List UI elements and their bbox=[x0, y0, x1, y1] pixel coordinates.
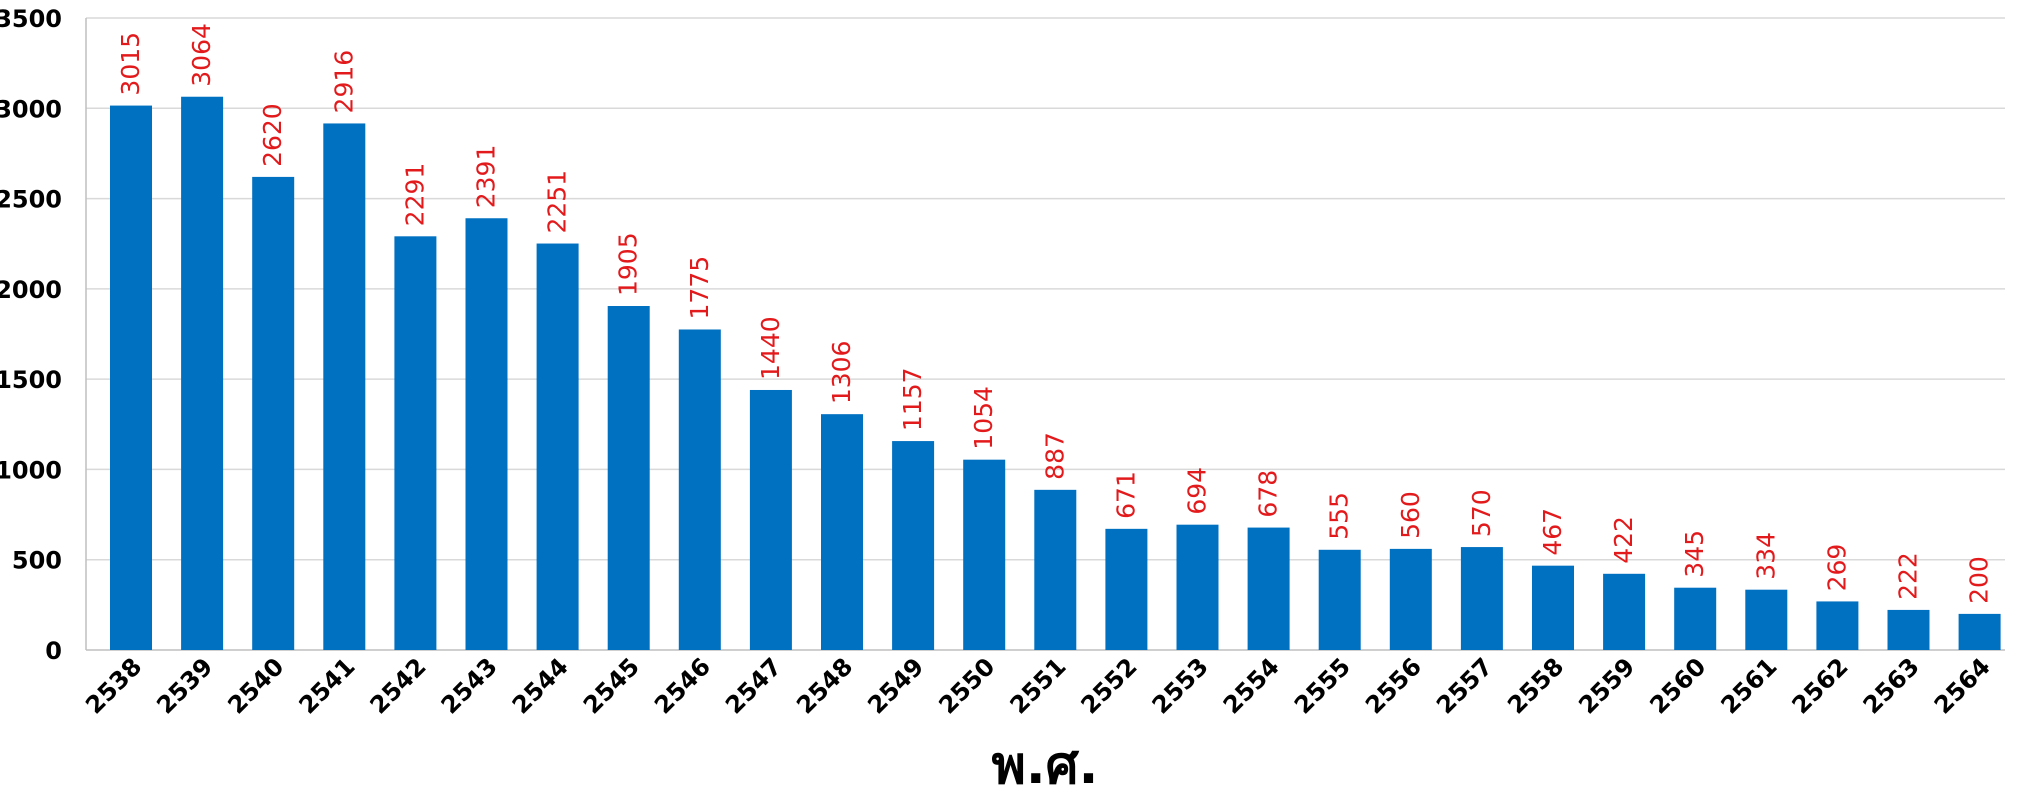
data-label: 560 bbox=[1396, 491, 1425, 539]
bar bbox=[181, 96, 224, 651]
data-label: 555 bbox=[1325, 492, 1354, 540]
bar bbox=[821, 414, 863, 650]
data-label: 694 bbox=[1183, 467, 1212, 515]
bar bbox=[1603, 573, 1646, 650]
bar bbox=[1745, 589, 1788, 650]
data-label: 222 bbox=[1894, 552, 1923, 600]
bar bbox=[1034, 489, 1077, 650]
y-axis-ticks: 0 500 1000 1500 2000 2500 3000 3500 bbox=[0, 5, 62, 665]
bar bbox=[1176, 524, 1219, 650]
bar bbox=[1958, 613, 2001, 650]
y-tick-label: 2500 bbox=[0, 186, 62, 214]
y-tick-label: 1000 bbox=[0, 456, 62, 484]
y-tick-label: 1500 bbox=[0, 366, 62, 394]
bar bbox=[963, 459, 1006, 650]
x-tick-label: 2552 bbox=[1076, 652, 1143, 719]
x-tick-label: 2542 bbox=[365, 652, 432, 719]
data-label: 1440 bbox=[756, 316, 785, 380]
y-tick-label: 3000 bbox=[0, 95, 62, 123]
bar bbox=[252, 176, 295, 650]
x-tick-label: 2549 bbox=[862, 652, 929, 719]
data-label: 200 bbox=[1965, 556, 1994, 604]
data-label: 3064 bbox=[187, 23, 216, 87]
data-label: 467 bbox=[1538, 508, 1567, 556]
data-label: 1905 bbox=[614, 232, 643, 296]
data-label: 2916 bbox=[329, 50, 358, 114]
bar bbox=[110, 105, 152, 650]
data-label: 269 bbox=[1822, 544, 1851, 592]
data-label: 2620 bbox=[258, 103, 287, 167]
bar bbox=[465, 218, 508, 650]
data-label: 2251 bbox=[543, 170, 572, 234]
data-label: 887 bbox=[1040, 432, 1069, 480]
bar bbox=[1318, 549, 1361, 650]
y-tick-label: 500 bbox=[12, 547, 62, 575]
bar bbox=[1887, 609, 1930, 650]
x-tick-label: 2559 bbox=[1573, 652, 1640, 719]
x-tick-label: 2539 bbox=[151, 652, 218, 719]
x-tick-label: 2541 bbox=[294, 652, 361, 719]
x-tick-label: 2555 bbox=[1289, 652, 1356, 719]
x-tick-label: 2538 bbox=[80, 652, 147, 719]
x-tick-label: 2548 bbox=[791, 652, 858, 719]
data-labels: 3015 3064 2620 2916 2291 2391 2251 1905 1775 1440… bbox=[116, 23, 1994, 604]
data-label: 1054 bbox=[969, 386, 998, 450]
x-tick-label: 2558 bbox=[1502, 652, 1569, 719]
x-tick-label: 2563 bbox=[1858, 652, 1925, 719]
bar bbox=[607, 306, 650, 650]
bar bbox=[536, 243, 579, 651]
data-label: 422 bbox=[1609, 516, 1638, 564]
bar bbox=[1105, 528, 1148, 650]
x-tick-label: 2554 bbox=[1218, 652, 1285, 719]
data-label: 2291 bbox=[400, 163, 429, 227]
x-tick-label: 2560 bbox=[1644, 652, 1711, 719]
x-tick-label: 2540 bbox=[222, 652, 289, 719]
x-tick-label: 2562 bbox=[1787, 652, 1854, 719]
data-label: 334 bbox=[1751, 532, 1780, 580]
x-tick-label: 2550 bbox=[933, 652, 1000, 719]
bar bbox=[892, 441, 935, 650]
x-tick-label: 2544 bbox=[507, 652, 574, 719]
x-tick-label: 2553 bbox=[1147, 652, 1214, 719]
y-tick-label: 3500 bbox=[0, 5, 62, 33]
bar bbox=[1460, 547, 1503, 650]
data-label: 1157 bbox=[898, 367, 927, 431]
bar bbox=[678, 329, 721, 650]
y-tick-label: 2000 bbox=[0, 276, 62, 304]
data-label: 345 bbox=[1680, 530, 1709, 578]
data-label: 2391 bbox=[472, 145, 501, 209]
bar bbox=[1389, 548, 1432, 650]
x-tick-label: 2557 bbox=[1431, 652, 1498, 719]
bar bbox=[1816, 601, 1859, 650]
x-axis-ticks: 2538 2539 2540 2541 2542 2543 2544 2545 2546 2547… bbox=[80, 652, 1996, 719]
data-label: 1306 bbox=[827, 341, 856, 405]
y-tick-label: 0 bbox=[45, 637, 62, 665]
x-tick-label: 2556 bbox=[1360, 652, 1427, 719]
bar bbox=[1532, 565, 1574, 650]
x-tick-label: 2561 bbox=[1716, 652, 1783, 719]
x-tick-label: 2547 bbox=[720, 652, 787, 719]
x-tick-label: 2546 bbox=[649, 652, 716, 719]
x-tick-label: 2545 bbox=[578, 652, 645, 719]
bar bbox=[749, 389, 792, 650]
x-tick-label: 2551 bbox=[1005, 652, 1072, 719]
bar bbox=[1247, 527, 1290, 650]
x-tick-label: 2543 bbox=[436, 652, 503, 719]
data-label: 570 bbox=[1467, 489, 1496, 537]
data-label: 1775 bbox=[685, 256, 714, 320]
data-label: 678 bbox=[1254, 470, 1283, 518]
data-label: 671 bbox=[1111, 471, 1140, 519]
x-tick-label: 2564 bbox=[1929, 652, 1996, 719]
bar bbox=[323, 123, 366, 650]
bar bbox=[1674, 587, 1717, 650]
bar bbox=[394, 236, 437, 650]
bars bbox=[110, 96, 2001, 651]
data-label: 3015 bbox=[116, 32, 145, 96]
x-axis-title: พ.ศ. bbox=[992, 736, 1099, 796]
